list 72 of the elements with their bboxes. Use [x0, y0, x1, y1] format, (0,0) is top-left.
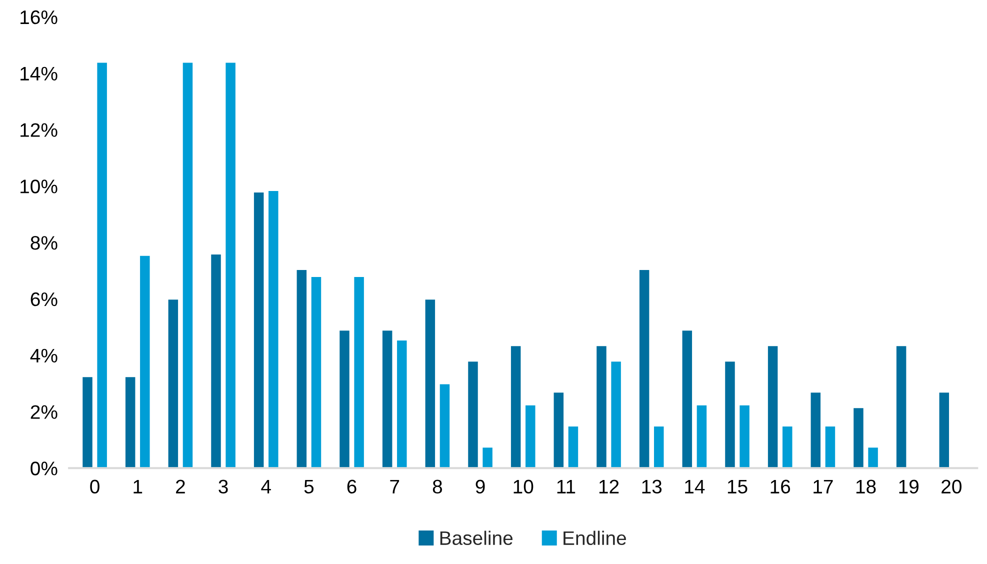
x-tick-label: 19: [899, 480, 918, 494]
bar: [695, 404, 708, 468]
x-tick-label: 4: [261, 480, 271, 494]
x-tick-label: 8: [432, 480, 442, 494]
y-tick-label: 0%: [30, 462, 58, 476]
bar: [381, 329, 394, 468]
x-tick-label: 13: [642, 480, 662, 494]
bar: [680, 329, 694, 468]
bar: [766, 344, 780, 468]
x-tick-label: 12: [599, 480, 619, 494]
bar: [338, 329, 351, 468]
bar: [866, 446, 880, 468]
bar: [352, 276, 366, 468]
x-tick-label: 20: [942, 480, 962, 494]
x-tick-label: 9: [476, 480, 485, 494]
x-tick-label: 16: [770, 480, 790, 494]
bar: [809, 391, 822, 468]
bar: [481, 446, 494, 468]
y-tick-label: 12%: [20, 123, 58, 137]
x-tick-label: 7: [390, 480, 400, 494]
x-tick-label: 1: [134, 480, 142, 494]
bar: [510, 344, 522, 468]
x-tick-label: 2: [176, 480, 185, 494]
bar: [81, 376, 94, 468]
bar: [224, 61, 237, 468]
x-tick-label: 0: [90, 480, 100, 494]
x-tick-label: 3: [218, 480, 228, 494]
bar: [938, 391, 950, 468]
x-tick-label: 17: [814, 480, 833, 494]
bar: [610, 360, 622, 468]
bar: [252, 191, 266, 468]
x-tick-label: 5: [304, 480, 314, 494]
y-tick-label: 16%: [20, 10, 58, 24]
x-tick-label: 6: [347, 480, 356, 494]
x-tick-label: 18: [856, 480, 876, 494]
x-tick-label: 14: [685, 480, 705, 494]
x-tick-label: 15: [728, 480, 748, 494]
bar: [781, 425, 794, 468]
y-tick-label: 6%: [30, 292, 58, 306]
bar: [566, 425, 580, 468]
bar: [524, 404, 537, 468]
bar: [724, 360, 736, 468]
legend-label: Baseline: [440, 530, 513, 546]
bar: [181, 61, 194, 468]
bar: [552, 391, 565, 468]
bar: [824, 425, 836, 468]
bar: [124, 376, 137, 468]
bar: [310, 276, 322, 468]
bar: [396, 339, 408, 468]
bar: [738, 404, 751, 468]
bar: [652, 425, 666, 468]
legend-label: Endline: [564, 530, 626, 546]
bar: [466, 360, 480, 468]
bar: [595, 344, 608, 468]
bar: [210, 253, 222, 468]
y-tick-label: 10%: [20, 180, 58, 194]
bar: [166, 298, 180, 468]
bar: [852, 406, 865, 468]
y-tick-label: 4%: [30, 348, 58, 362]
x-tick-label: 10: [514, 480, 534, 494]
bar: [424, 298, 436, 468]
bar: [438, 382, 451, 468]
bar: [267, 190, 280, 468]
y-tick-label: 14%: [20, 66, 58, 80]
y-tick-label: 2%: [30, 405, 58, 419]
y-tick-label: 8%: [30, 236, 58, 250]
bar: [138, 254, 152, 468]
x-tick-label: 11: [557, 480, 576, 494]
bar: [295, 268, 308, 468]
bar: [96, 61, 108, 468]
bar: [638, 268, 651, 468]
bar: [895, 344, 908, 468]
